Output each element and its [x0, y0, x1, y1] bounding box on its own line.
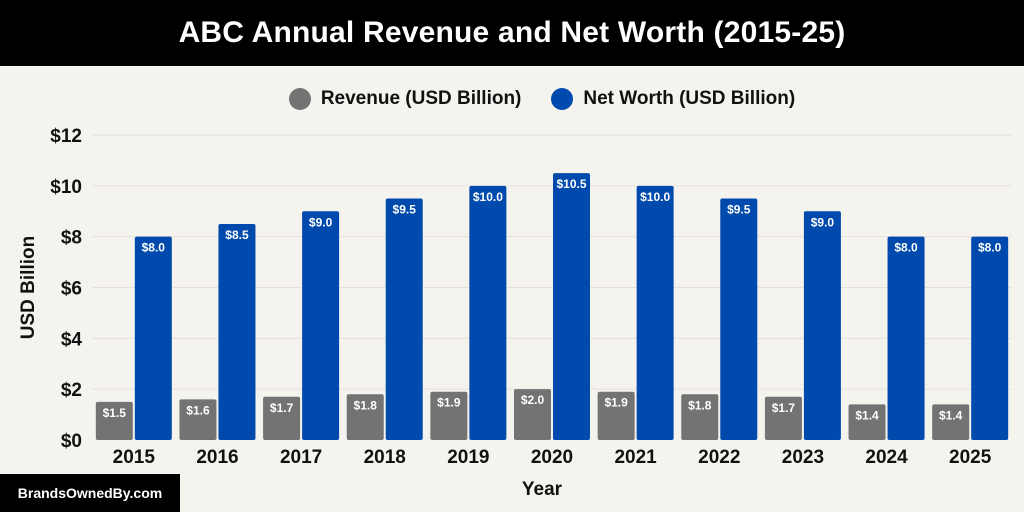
bar-revenue — [514, 389, 551, 440]
watermark: BrandsOwnedBy.com — [0, 474, 180, 512]
x-tick-label: 2020 — [531, 447, 573, 468]
x-tick-label: 2018 — [364, 447, 406, 468]
bar-value-label-revenue: $1.6 — [186, 403, 210, 417]
bar-net-worth — [218, 223, 256, 440]
bar-value-label-net-worth: $9.0 — [811, 215, 835, 229]
y-axis-title: USD Billion — [18, 236, 39, 339]
bar-value-label-net-worth: $9.0 — [309, 215, 333, 229]
bar-revenue — [430, 391, 468, 440]
x-tick-label: 2022 — [698, 447, 740, 468]
x-tick-label: 2016 — [196, 447, 238, 468]
bar-value-label-revenue: $1.7 — [270, 401, 294, 415]
y-tick-label: $8 — [61, 228, 82, 249]
bar-net-worth — [971, 236, 1009, 440]
bar-net-worth — [302, 211, 340, 440]
bar-value-label-revenue: $1.7 — [772, 401, 796, 415]
bar-revenue — [179, 399, 217, 440]
bar-revenue — [764, 396, 802, 440]
bar-value-label-net-worth: $9.5 — [727, 203, 751, 217]
legend: Revenue (USD Billion) Net Worth (USD Bil… — [0, 84, 1024, 114]
bar-value-label-net-worth: $8.0 — [978, 241, 1002, 255]
bar-net-worth — [469, 185, 507, 440]
bar-value-label-revenue: $1.9 — [604, 396, 628, 410]
x-tick-label: 2019 — [447, 447, 489, 468]
bar-value-label-revenue: $1.4 — [855, 408, 879, 422]
bar-value-label-revenue: $1.8 — [688, 398, 712, 412]
y-tick-label: $4 — [61, 329, 83, 350]
legend-swatch-net-worth — [551, 88, 574, 110]
bar-value-label-net-worth: $10.5 — [556, 177, 586, 191]
bar-value-label-net-worth: $9.5 — [393, 203, 417, 217]
x-tick-label: 2023 — [782, 447, 824, 468]
bar-value-label-revenue: $1.5 — [103, 406, 127, 420]
x-tick-label: 2015 — [113, 447, 156, 468]
x-tick-label: 2024 — [865, 447, 908, 468]
bar-revenue — [597, 391, 635, 440]
legend-item-revenue: Revenue (USD Billion) — [288, 88, 522, 110]
x-tick-label: 2021 — [614, 447, 657, 468]
x-axis-title: Year — [522, 479, 563, 500]
bar-value-label-revenue: $1.8 — [354, 398, 378, 412]
y-tick-label: $10 — [50, 177, 82, 198]
bar-value-label-revenue: $2.0 — [521, 393, 545, 407]
bar-value-label-net-worth: $8.0 — [142, 241, 166, 255]
bar-net-worth — [887, 236, 925, 440]
bar-value-label-net-worth: $10.0 — [640, 190, 670, 204]
bar-net-worth — [385, 198, 423, 440]
bar-net-worth — [553, 173, 590, 440]
bar-value-label-net-worth: $10.0 — [473, 190, 503, 204]
legend-item-net-worth: Net Worth (USD Billion) — [551, 88, 795, 110]
bar-revenue — [932, 404, 970, 440]
legend-label-revenue: Revenue (USD Billion) — [320, 88, 522, 109]
y-tick-label: $12 — [50, 126, 82, 147]
bar-net-worth — [636, 185, 674, 440]
legend-swatch-revenue — [288, 88, 311, 110]
bar-revenue — [346, 394, 384, 440]
x-tick-label: 2017 — [280, 447, 322, 468]
bar-revenue — [263, 396, 301, 440]
bar-net-worth — [720, 198, 758, 440]
bar-revenue — [848, 404, 886, 440]
bar-net-worth — [803, 211, 841, 440]
bar-revenue — [95, 401, 133, 440]
bar-value-label-revenue: $1.9 — [437, 396, 461, 410]
bar-value-label-net-worth: $8.5 — [225, 228, 249, 242]
bar-value-label-revenue: $1.4 — [939, 408, 963, 422]
bar-revenue — [681, 394, 719, 440]
bar-net-worth — [134, 236, 172, 440]
legend-label-net-worth: Net Worth (USD Billion) — [583, 88, 796, 109]
y-tick-label: $2 — [61, 380, 82, 401]
x-tick-label: 2025 — [949, 447, 992, 468]
chart-title: ABC Annual Revenue and Net Worth (2015-2… — [0, 0, 1024, 66]
y-tick-label: $6 — [61, 279, 82, 300]
bar-value-label-net-worth: $8.0 — [894, 241, 918, 255]
y-tick-label: $0 — [61, 431, 82, 452]
